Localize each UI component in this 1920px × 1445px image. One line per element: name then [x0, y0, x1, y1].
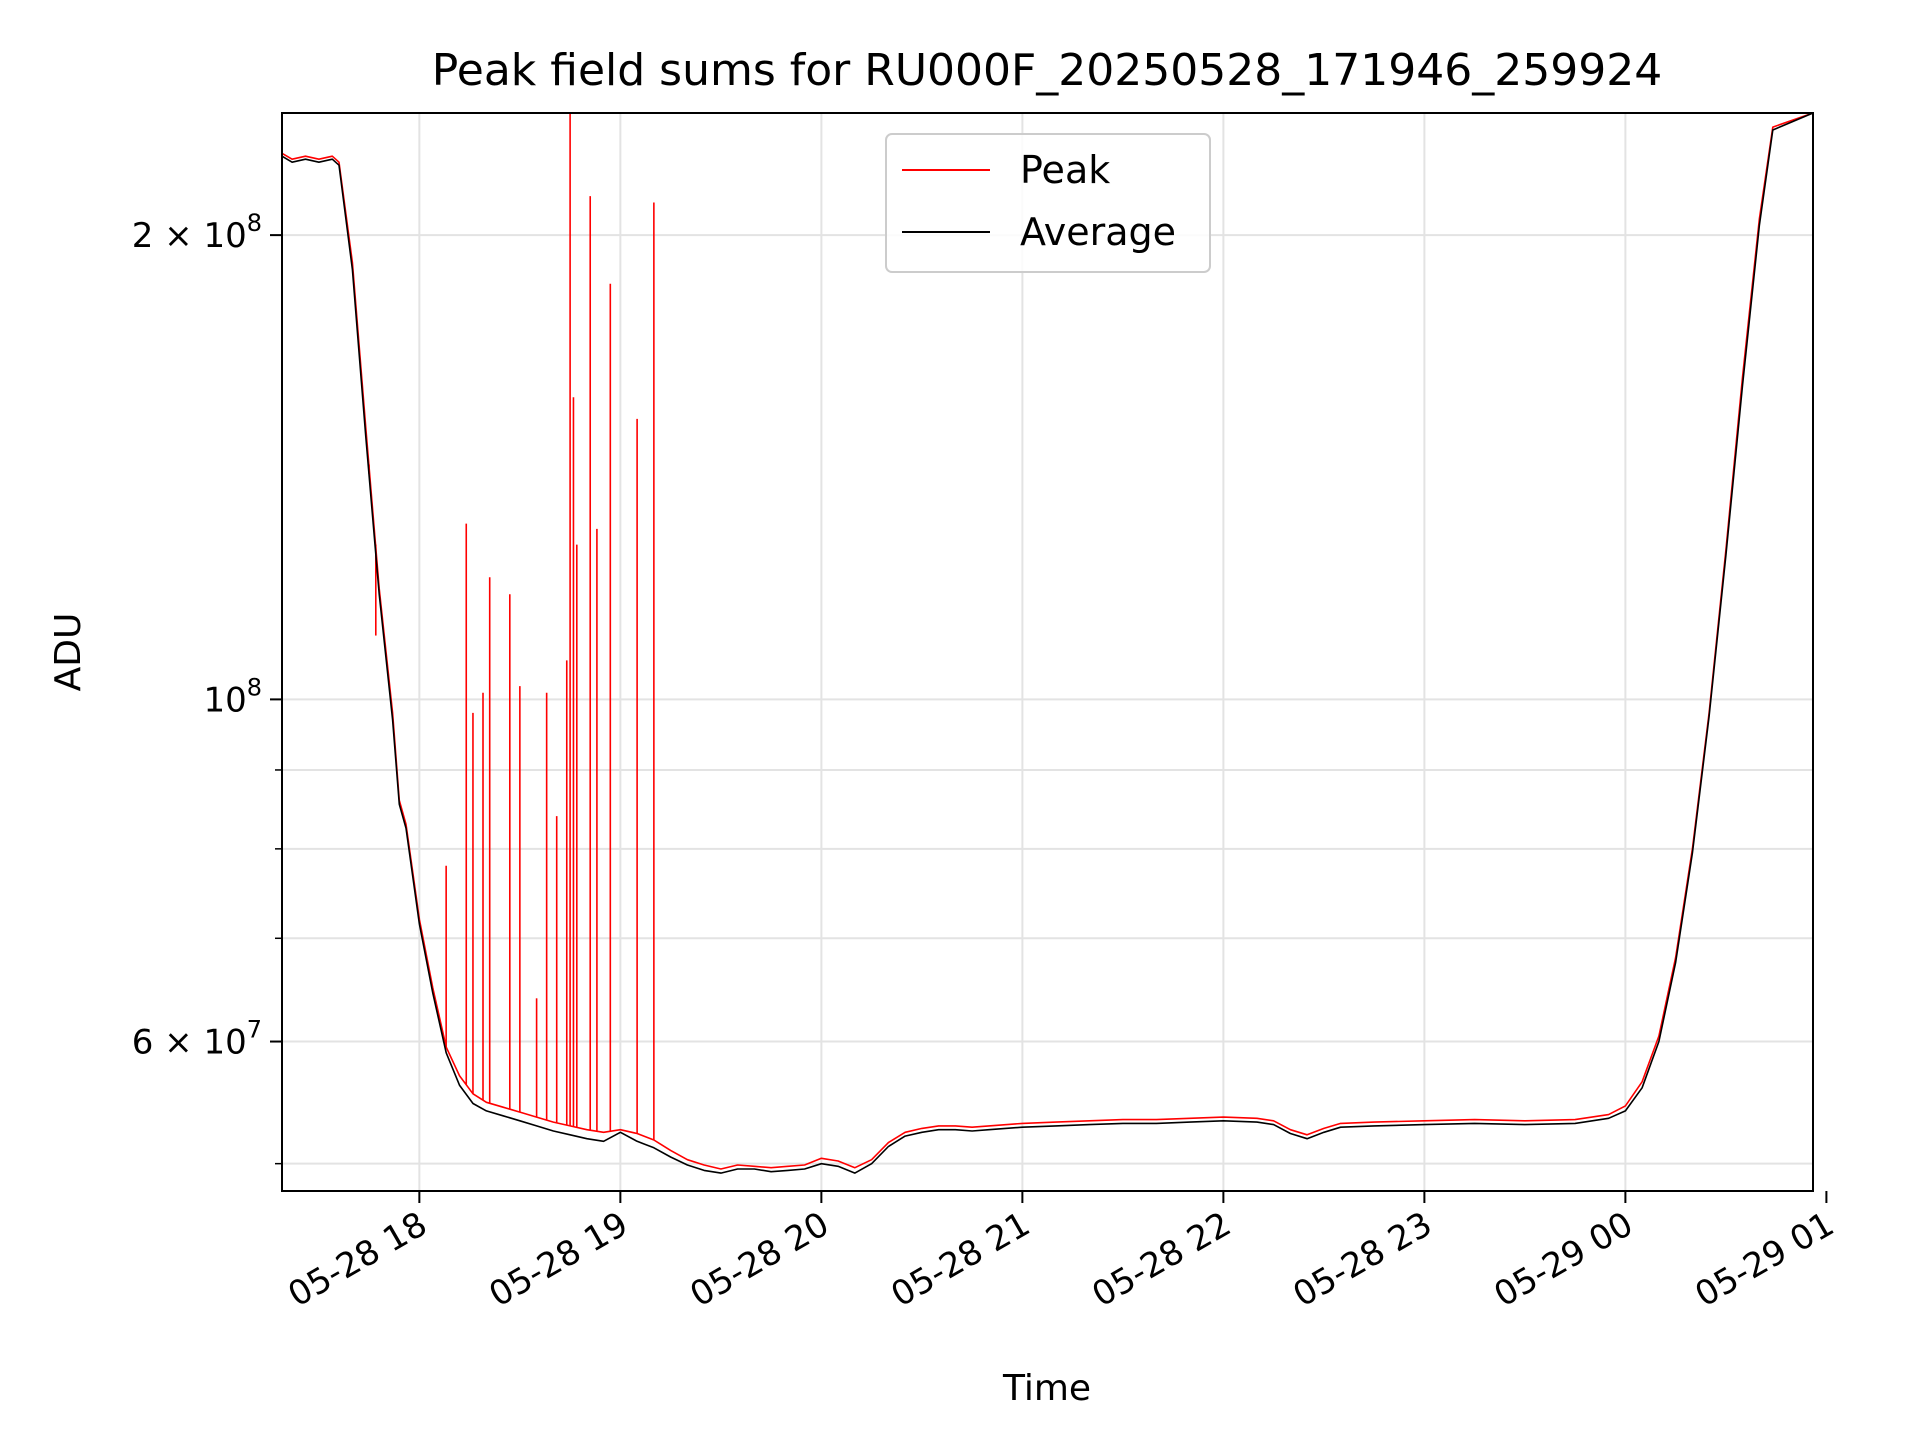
x-axis-label: Time [1002, 1368, 1091, 1409]
y-tick-label-exponent: 8 [247, 209, 262, 237]
x-tick-label: 05-29 01 [1689, 1204, 1841, 1315]
y-tick-label: 108 [203, 673, 262, 720]
x-tick-label: 05-28 19 [482, 1204, 634, 1315]
legend-box [885, 133, 1211, 273]
plot-frame [281, 112, 1814, 1192]
y-tick-label-exponent: 8 [247, 673, 262, 701]
x-axis: 05-28 18 05-28 19 05-28 20 05-28 21 05-28 22… [281, 1191, 1841, 1315]
y-tick-label-base: 2 × 10 [132, 216, 247, 256]
y-axis-label: ADU [48, 613, 89, 692]
legend-peak-label: Peak [1020, 148, 1110, 192]
legend-average-label: Average [1020, 210, 1176, 254]
y-tick-label-base: 6 × 10 [132, 1023, 247, 1063]
series-line-average [282, 113, 1813, 1174]
x-tick-label: 05-28 22 [1085, 1204, 1237, 1315]
x-tick-label: 05-28 23 [1286, 1204, 1438, 1315]
x-tick-label: 05-28 21 [884, 1204, 1036, 1315]
x-tick-label: 05-28 18 [281, 1204, 433, 1315]
series-layer [282, 113, 1813, 1174]
y-tick-label: 2 × 108 [132, 209, 262, 256]
grid [282, 113, 1813, 1191]
legend: Peak Average [885, 133, 1211, 273]
x-tick-label: 05-29 00 [1488, 1204, 1640, 1315]
y-tick-label: 6 × 107 [132, 1016, 262, 1063]
x-tick-label: 05-28 20 [683, 1204, 835, 1315]
y-tick-label-base: 10 [203, 680, 246, 720]
chart-title: Peak field sums for RU000F_20250528_1719… [432, 45, 1662, 96]
series-line-peak [282, 113, 1813, 1170]
y-tick-label-exponent: 7 [247, 1016, 262, 1044]
